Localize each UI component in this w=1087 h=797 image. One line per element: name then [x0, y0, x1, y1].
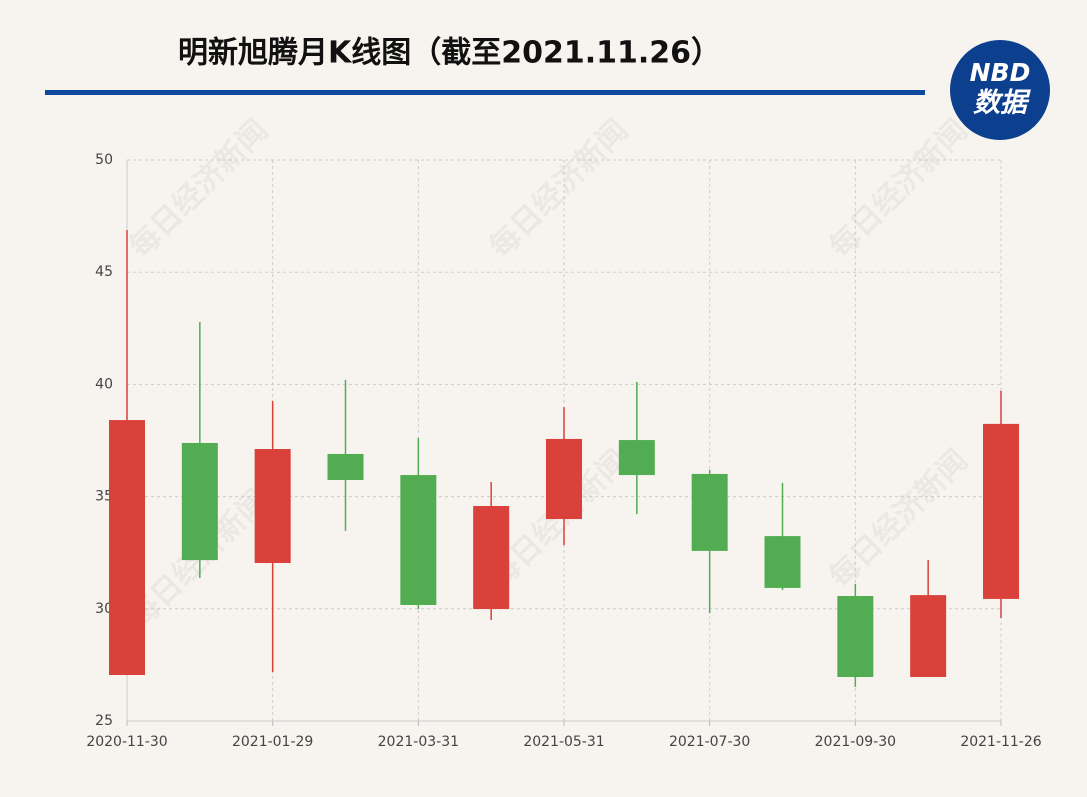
- chart-title: 明新旭腾月K线图（截至2021.11.26）: [178, 36, 721, 71]
- x-tick-label: 2021-11-26: [960, 734, 1041, 750]
- y-tick-label: 40: [95, 376, 113, 392]
- y-tick-label: 45: [95, 264, 113, 280]
- y-tick-label: 25: [95, 713, 113, 729]
- candle-body: [546, 438, 582, 520]
- candle-body: [109, 420, 145, 675]
- candle-body: [691, 473, 728, 551]
- candle-body: [837, 596, 874, 678]
- candle-body: [400, 475, 437, 605]
- x-tick-label: 2021-01-29: [232, 734, 313, 750]
- x-tick-label: 2020-11-30: [86, 734, 167, 750]
- y-tick-label: 35: [95, 489, 113, 505]
- x-tick-label: 2021-07-30: [669, 734, 750, 750]
- y-tick-label: 30: [95, 601, 113, 617]
- x-tick-label: 2021-09-30: [815, 734, 896, 750]
- title-rule: [45, 90, 925, 95]
- x-tick-label: 2021-03-31: [378, 734, 459, 750]
- x-tick-label: 2021-05-31: [523, 734, 604, 750]
- candle-body: [983, 423, 1019, 599]
- logo-top: NBD: [970, 58, 1031, 87]
- candle-body: [764, 536, 801, 588]
- candle-body: [473, 506, 510, 610]
- candle-body: [618, 440, 655, 476]
- y-tick-label: 50: [95, 152, 113, 168]
- candle-body: [910, 595, 947, 678]
- candle-body: [181, 442, 218, 561]
- plot: 25 30 35 40 45 50 2020-11-30 2021-01-29 2021-03-…: [86, 152, 1041, 750]
- candle-body: [254, 449, 291, 564]
- logo-bottom: 数据: [973, 88, 1031, 119]
- logo: [950, 40, 1050, 140]
- candle-body: [327, 453, 364, 480]
